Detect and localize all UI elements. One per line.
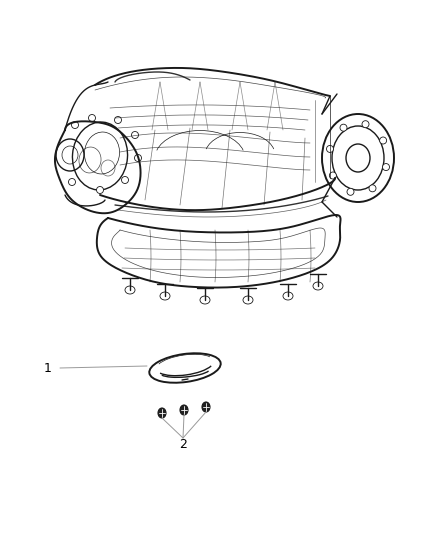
Text: 1: 1 xyxy=(44,361,52,375)
Ellipse shape xyxy=(88,115,95,122)
Ellipse shape xyxy=(160,292,170,300)
Ellipse shape xyxy=(125,286,135,294)
Ellipse shape xyxy=(369,185,376,192)
Ellipse shape xyxy=(71,122,78,128)
Ellipse shape xyxy=(114,117,121,124)
Ellipse shape xyxy=(158,408,166,418)
Ellipse shape xyxy=(200,296,210,304)
Ellipse shape xyxy=(382,164,389,171)
Ellipse shape xyxy=(134,155,141,161)
Ellipse shape xyxy=(340,124,347,131)
Text: 2: 2 xyxy=(179,439,187,451)
Ellipse shape xyxy=(68,179,75,185)
Ellipse shape xyxy=(380,137,387,144)
Ellipse shape xyxy=(121,176,128,183)
Ellipse shape xyxy=(326,146,333,152)
Ellipse shape xyxy=(131,132,138,139)
Ellipse shape xyxy=(329,172,336,179)
Ellipse shape xyxy=(243,296,253,304)
Ellipse shape xyxy=(362,120,369,128)
Ellipse shape xyxy=(202,402,210,412)
Ellipse shape xyxy=(180,405,188,415)
Ellipse shape xyxy=(313,282,323,290)
Ellipse shape xyxy=(96,187,103,193)
Ellipse shape xyxy=(347,188,354,195)
Ellipse shape xyxy=(283,292,293,300)
